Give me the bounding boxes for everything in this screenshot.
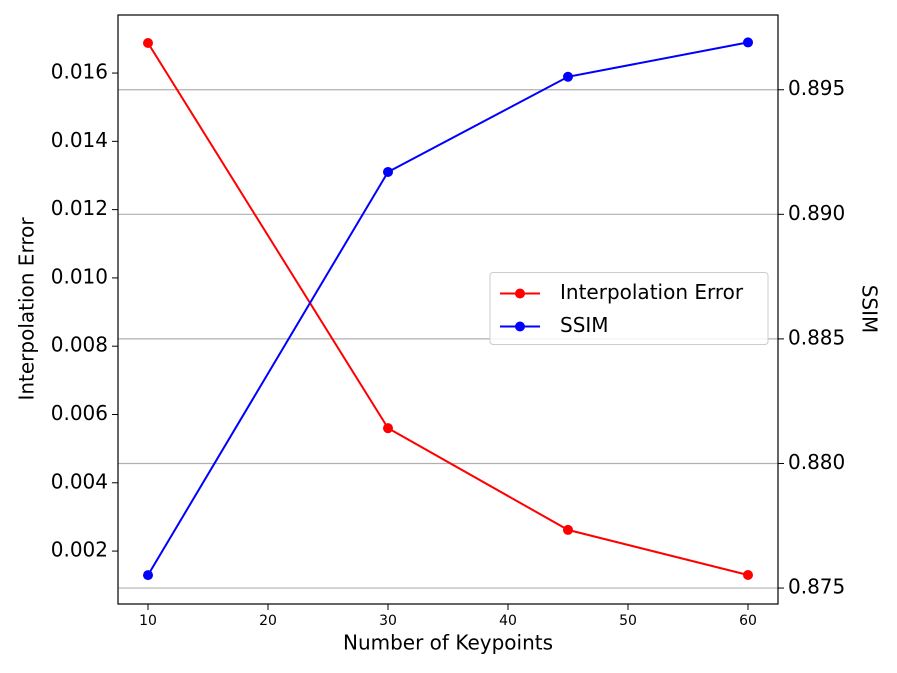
legend-marker xyxy=(515,288,525,299)
y-tick-label: 0.016 xyxy=(51,60,108,84)
y-axis-label: Interpolation Error xyxy=(15,217,39,401)
plot-frame xyxy=(117,14,779,605)
legend-box xyxy=(489,272,769,345)
y2-tick-label: 0.875 xyxy=(788,575,845,599)
series-line xyxy=(147,41,749,576)
x-tick-label: 50 xyxy=(619,613,637,629)
x-tick-label: 40 xyxy=(499,613,517,629)
marker xyxy=(143,570,153,581)
marker xyxy=(743,569,753,580)
x-tick-label: 30 xyxy=(379,613,397,629)
legend-marker xyxy=(515,321,525,332)
series-line xyxy=(147,42,749,576)
x-axis-label: Number of Keypoints xyxy=(343,631,553,655)
y2-tick-label: 0.890 xyxy=(788,201,845,225)
y2-axis-label: SSIM xyxy=(858,285,882,334)
marker xyxy=(563,524,573,535)
marker xyxy=(143,37,153,48)
y2-tick-label: 0.895 xyxy=(788,76,845,100)
legend-label: SSIM xyxy=(560,313,609,337)
x-tick-label: 20 xyxy=(259,613,277,629)
marker xyxy=(563,71,573,82)
y-tick-label: 0.004 xyxy=(51,469,108,493)
y-tick-label: 0.006 xyxy=(51,401,108,425)
y2-tick-label: 0.885 xyxy=(788,325,845,349)
y-tick-label: 0.014 xyxy=(51,128,108,152)
y-tick-label: 0.002 xyxy=(51,538,108,562)
legend-label: Interpolation Error xyxy=(560,280,744,304)
y-tick-label: 0.010 xyxy=(51,264,108,288)
marker xyxy=(383,166,393,177)
marker xyxy=(383,423,393,434)
marker xyxy=(743,37,753,48)
y-tick-label: 0.012 xyxy=(51,196,108,220)
x-tick-label: 60 xyxy=(739,613,757,629)
y-tick-label: 0.008 xyxy=(51,333,108,357)
x-tick-label: 10 xyxy=(139,613,157,629)
y2-tick-label: 0.880 xyxy=(788,450,845,474)
